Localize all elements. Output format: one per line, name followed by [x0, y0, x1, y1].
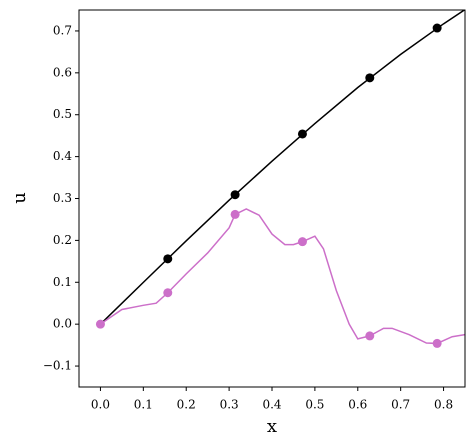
y-tick-label: 0.6	[53, 65, 72, 79]
marker	[432, 23, 442, 33]
y-tick-label: 0.1	[53, 275, 72, 289]
plot-frame	[78, 9, 466, 388]
y-tick-label: 0.7	[53, 23, 72, 37]
y-axis-label: u	[9, 192, 30, 204]
series-line	[99, 10, 465, 325]
y-tick-label: 0.4	[53, 149, 72, 163]
x-axis-label: x	[267, 416, 277, 437]
marker	[297, 237, 307, 247]
x-tick-label: 0.5	[305, 398, 324, 412]
x-tick-label: 0.0	[91, 398, 110, 412]
y-tick-label: −0.1	[43, 359, 72, 373]
y-tick-label: 0.3	[53, 191, 72, 205]
y-tick-label: 0.5	[53, 107, 72, 121]
series-line	[100, 208, 465, 345]
x-tick-label: 0.6	[348, 398, 367, 412]
marker	[297, 129, 307, 139]
marker	[230, 209, 240, 219]
marker	[95, 319, 105, 329]
x-tick-label: 0.2	[177, 398, 196, 412]
y-tick-label: 0.0	[53, 317, 72, 331]
x-tick-label: 0.1	[134, 398, 153, 412]
x-tick-label: 0.8	[434, 398, 453, 412]
marker	[230, 190, 240, 200]
x-tick-label: 0.7	[391, 398, 410, 412]
marker	[432, 338, 442, 348]
x-tick-label: 0.3	[220, 398, 239, 412]
marker	[163, 288, 173, 298]
x-tick-label: 0.4	[262, 398, 281, 412]
marker	[365, 331, 375, 341]
marker	[163, 254, 173, 264]
marker	[365, 73, 375, 83]
y-tick-label: 0.2	[53, 233, 72, 247]
